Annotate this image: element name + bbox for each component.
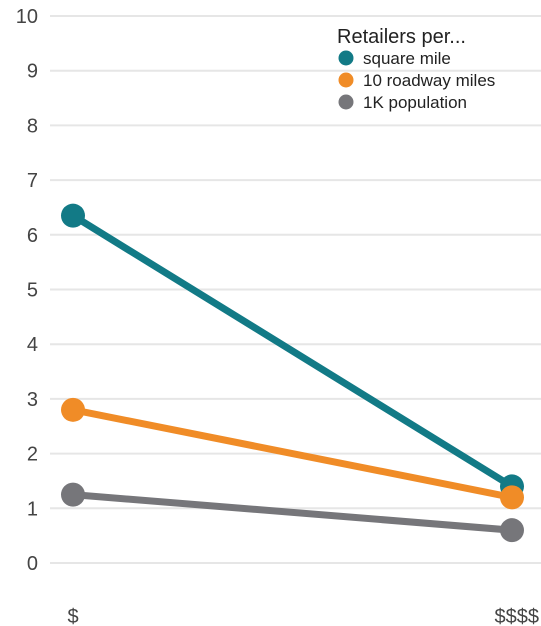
y-tick-label: 1 — [27, 498, 38, 520]
y-tick-label: 5 — [27, 280, 38, 302]
data-point — [500, 518, 524, 543]
y-tick-label: 3 — [27, 389, 38, 411]
y-tick-label: 7 — [27, 170, 38, 192]
y-tick-label: 2 — [27, 444, 38, 466]
y-tick-label: 8 — [27, 115, 38, 137]
x-tick-label: $$$$ — [495, 606, 540, 626]
legend-label: square mile — [363, 49, 451, 68]
data-point — [500, 485, 524, 510]
legend-marker — [338, 94, 354, 110]
data-point — [61, 397, 85, 422]
legend: Retailers per... square mile 10 roadway m… — [337, 26, 495, 112]
y-tick-label: 9 — [27, 61, 38, 83]
data-point — [61, 482, 85, 507]
legend-label: 1K population — [363, 93, 467, 112]
y-tick-label: 10 — [16, 6, 38, 28]
series-lines — [61, 203, 524, 543]
y-axis-ticks: 0 1 2 3 4 5 6 7 8 9 10 — [16, 6, 38, 575]
series-1k-population — [61, 482, 524, 543]
y-tick-label: 6 — [27, 225, 38, 247]
x-tick-label: $ — [67, 606, 78, 626]
series-line — [69, 212, 516, 490]
data-point — [61, 203, 85, 228]
legend-title: Retailers per... — [337, 26, 466, 48]
legend-marker — [338, 72, 354, 88]
series-line — [69, 406, 516, 501]
series-line — [69, 491, 516, 534]
gridlines — [50, 15, 541, 564]
y-tick-label: 4 — [27, 334, 38, 356]
legend-marker — [338, 50, 354, 66]
legend-label: 10 roadway miles — [363, 71, 495, 90]
x-axis-ticks: $ $$$$ — [67, 606, 539, 626]
series-10-roadway-miles — [61, 397, 524, 510]
y-tick-label: 0 — [27, 553, 38, 575]
